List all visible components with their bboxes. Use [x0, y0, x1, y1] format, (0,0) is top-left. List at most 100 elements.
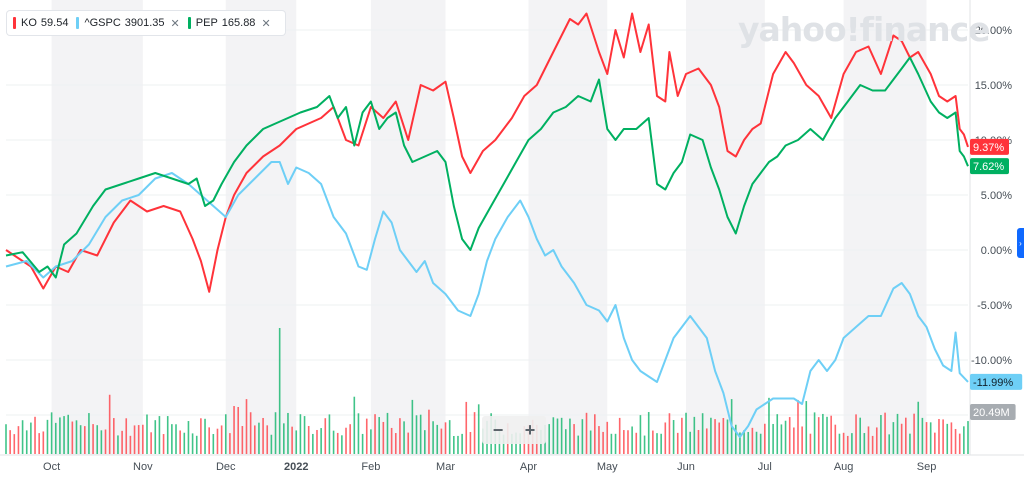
legend: KO 59.54 ^GSPC 3901.35 ✕ PEP 165.88 ✕: [7, 11, 285, 35]
volume-bar: [146, 414, 148, 454]
volume-bar: [394, 433, 397, 454]
volume-bar: [158, 416, 161, 454]
volume-bar: [564, 429, 567, 454]
x-tick-label: Sep: [917, 461, 937, 473]
volume-bar: [444, 422, 447, 454]
volume-bar: [925, 422, 928, 454]
series-line-ko[interactable]: [5, 12, 969, 293]
volume-bar: [212, 434, 215, 454]
volume-bar: [759, 433, 762, 454]
close-icon[interactable]: ✕: [261, 17, 271, 30]
volume-bar: [274, 412, 277, 454]
volume-bar: [772, 423, 774, 454]
volume-bar: [813, 412, 816, 454]
x-tick-label: 2022: [284, 461, 308, 473]
volume-bar: [643, 435, 646, 454]
volume-bar: [142, 424, 144, 454]
month-band: [843, 0, 927, 455]
end-labels: 9.37% -11.99% 7.62% 20.49M: [970, 138, 1023, 420]
volume-bars: [5, 328, 969, 454]
volume-bar: [361, 433, 364, 454]
volume-bar: [150, 432, 152, 454]
volume-bar: [913, 413, 915, 454]
volume-bar: [440, 428, 443, 454]
volume-bar: [685, 412, 687, 454]
volume-bar: [13, 434, 16, 454]
volume-bar: [830, 415, 832, 454]
x-tick-label: Dec: [216, 461, 236, 473]
volume-bar: [365, 418, 368, 454]
month-band: [686, 0, 765, 455]
volume-bar: [117, 435, 119, 454]
volume-bar: [967, 421, 969, 454]
volume-bar: [801, 426, 803, 454]
volume-bar: [448, 420, 451, 454]
volume-bar: [63, 416, 65, 454]
volume-bar: [407, 432, 410, 454]
volume-bar: [917, 401, 920, 454]
month-band: [370, 0, 446, 455]
volume-bar: [606, 421, 609, 454]
volume-bar: [357, 413, 360, 454]
volume-bar: [108, 394, 111, 454]
volume-bar: [722, 417, 725, 454]
volume-bar: [469, 431, 472, 454]
volume-bar: [714, 419, 716, 454]
volume-bar: [896, 413, 899, 454]
y-tick-label: 15.00%: [975, 80, 1013, 92]
volume-bar: [963, 426, 965, 454]
volume-bar: [726, 419, 729, 454]
legend-price: 3901.35: [124, 17, 165, 29]
volume-bar: [739, 432, 741, 454]
volume-bar: [631, 426, 633, 454]
volume-bar: [855, 414, 857, 454]
x-tick-label: Oct: [43, 461, 60, 473]
volume-bar: [900, 423, 903, 454]
volume-bar: [652, 430, 654, 454]
x-tick-label: Aug: [834, 461, 854, 473]
volume-bar: [312, 433, 314, 454]
volume-bar: [262, 417, 264, 454]
y-tick-label: -5.00%: [977, 300, 1012, 312]
volume-bar: [154, 420, 157, 454]
volume-bar: [200, 418, 202, 454]
volume-bar: [316, 429, 318, 454]
volume-bar: [905, 417, 907, 454]
volume-bar: [743, 430, 745, 454]
volume-bar: [324, 418, 327, 454]
legend-item-gspc[interactable]: ^GSPC 3901.35 ✕: [76, 17, 180, 30]
volume-bar: [390, 427, 393, 454]
volume-bar: [59, 417, 61, 454]
volume-bar: [884, 412, 886, 454]
y-tick-label: -10.00%: [971, 355, 1012, 367]
yahoo-finance-watermark: yahoo!finance: [738, 10, 991, 49]
legend-item-pep[interactable]: PEP 165.88 ✕: [187, 17, 271, 30]
volume-bar: [46, 419, 49, 454]
volume-bar: [710, 417, 712, 454]
volume-bar: [370, 429, 372, 454]
volume-bar: [689, 431, 691, 454]
volume-bar: [892, 422, 895, 454]
chevron-right-icon[interactable]: ›: [1017, 228, 1024, 258]
volume-bar: [705, 428, 708, 454]
volume-bar: [166, 416, 169, 454]
series-line-pep[interactable]: [5, 56, 969, 279]
volume-bar: [461, 433, 463, 454]
close-icon[interactable]: ✕: [170, 17, 180, 30]
volume-bar: [204, 418, 206, 454]
legend-item-ko[interactable]: KO 59.54: [13, 17, 68, 29]
legend-price: 165.88: [221, 17, 256, 29]
volume-bar: [594, 414, 596, 454]
volume-bar: [237, 406, 240, 454]
volume-bar: [921, 417, 924, 454]
series-line-gspc[interactable]: [5, 161, 969, 438]
zoom-in-button[interactable]: +: [524, 419, 536, 440]
end-label-box: [970, 373, 1023, 390]
volume-bar: [175, 424, 177, 454]
volume-bar: [938, 418, 940, 454]
volume-bar: [764, 423, 766, 454]
volume-bar: [834, 424, 837, 454]
volume-bar: [676, 432, 679, 454]
zoom-out-button[interactable]: −: [492, 419, 504, 440]
